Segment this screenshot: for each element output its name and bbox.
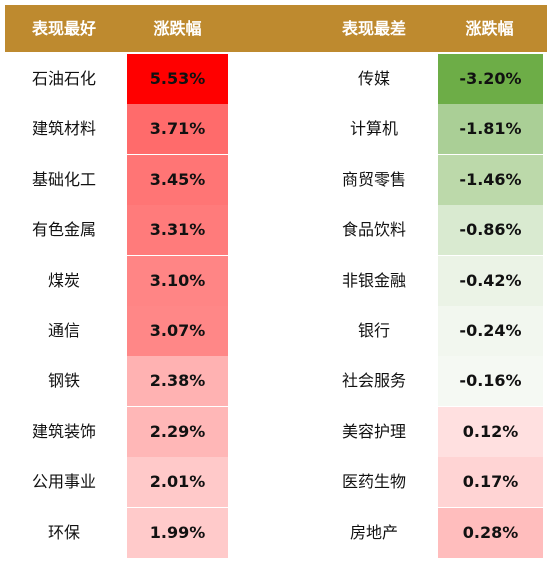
best-sector-name: 有色金属 xyxy=(31,220,96,239)
worst-sector-change: 0.12% xyxy=(438,407,543,457)
best-sector-change: 3.45% xyxy=(127,155,228,205)
worst-sector-change: -1.81% xyxy=(438,104,543,154)
worst-sector-name: 医药生物 xyxy=(341,472,406,491)
best-sector-name: 通信 xyxy=(47,321,80,340)
worst-sector-name: 银行 xyxy=(357,321,390,340)
worst-sector-name: 非银金融 xyxy=(341,271,406,290)
worst-sector-name: 计算机 xyxy=(349,119,398,138)
worst-sector-change: 0.17% xyxy=(438,457,543,507)
best-change-header: 涨跌幅 xyxy=(153,19,202,38)
best-sector-change: 3.07% xyxy=(127,306,228,356)
best-sector-change: 2.38% xyxy=(127,356,228,406)
worst-title-header: 表现最差 xyxy=(341,19,406,38)
best-sector-name: 基础化工 xyxy=(31,170,96,189)
best-sector-change: 3.10% xyxy=(127,256,228,306)
best-sector-change: 2.29% xyxy=(127,407,228,457)
worst-sector-change: 0.28% xyxy=(438,508,543,558)
worst-sector-change: -0.86% xyxy=(438,205,543,255)
worst-sector-name: 房地产 xyxy=(349,523,398,542)
best-sector-name: 环保 xyxy=(47,523,80,542)
worst-sector-name: 社会服务 xyxy=(341,371,406,390)
table-header-bar xyxy=(5,5,547,52)
worst-sector-change: -0.24% xyxy=(438,306,543,356)
best-title-header: 表现最好 xyxy=(31,19,96,38)
worst-sector-name: 传媒 xyxy=(357,69,390,88)
best-sector-name: 公用事业 xyxy=(31,472,96,491)
worst-sector-change: -0.16% xyxy=(438,356,543,406)
best-sector-name: 建筑装饰 xyxy=(31,422,96,441)
worst-change-header: 涨跌幅 xyxy=(465,19,514,38)
worst-sector-name: 商贸零售 xyxy=(341,170,406,189)
best-sector-name: 煤炭 xyxy=(47,271,80,290)
best-sector-name: 建筑材料 xyxy=(31,119,96,138)
best-sector-change: 3.71% xyxy=(127,104,228,154)
best-sector-change: 5.53% xyxy=(127,54,228,104)
worst-sector-change: -1.46% xyxy=(438,155,543,205)
best-sector-name: 石油石化 xyxy=(31,69,96,88)
best-sector-change: 1.99% xyxy=(127,508,228,558)
best-sector-name: 钢铁 xyxy=(47,371,80,390)
best-sector-change: 2.01% xyxy=(127,457,228,507)
worst-sector-change: -3.20% xyxy=(438,54,543,104)
worst-sector-name: 美容护理 xyxy=(341,422,406,441)
worst-sector-change: -0.42% xyxy=(438,256,543,306)
best-sector-change: 3.31% xyxy=(127,205,228,255)
worst-sector-name: 食品饮料 xyxy=(341,220,406,239)
